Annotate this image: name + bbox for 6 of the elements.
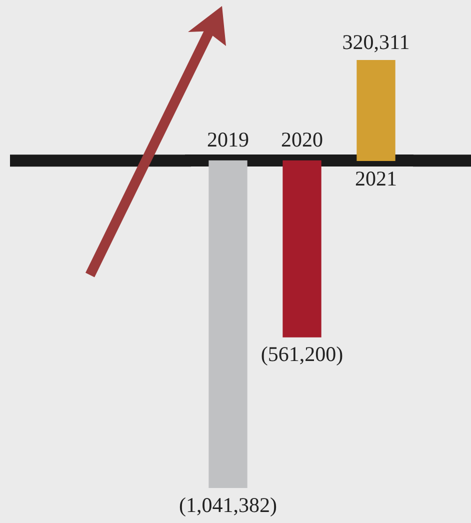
data-label: (561,200)	[260, 342, 344, 366]
x-tick-label: 2021	[355, 166, 397, 191]
data-label: 320,311	[342, 30, 410, 54]
data-label: (1,041,382)	[179, 493, 277, 518]
x-tick-label: 2020	[281, 128, 323, 152]
x-tick-label: 2019	[207, 128, 249, 152]
